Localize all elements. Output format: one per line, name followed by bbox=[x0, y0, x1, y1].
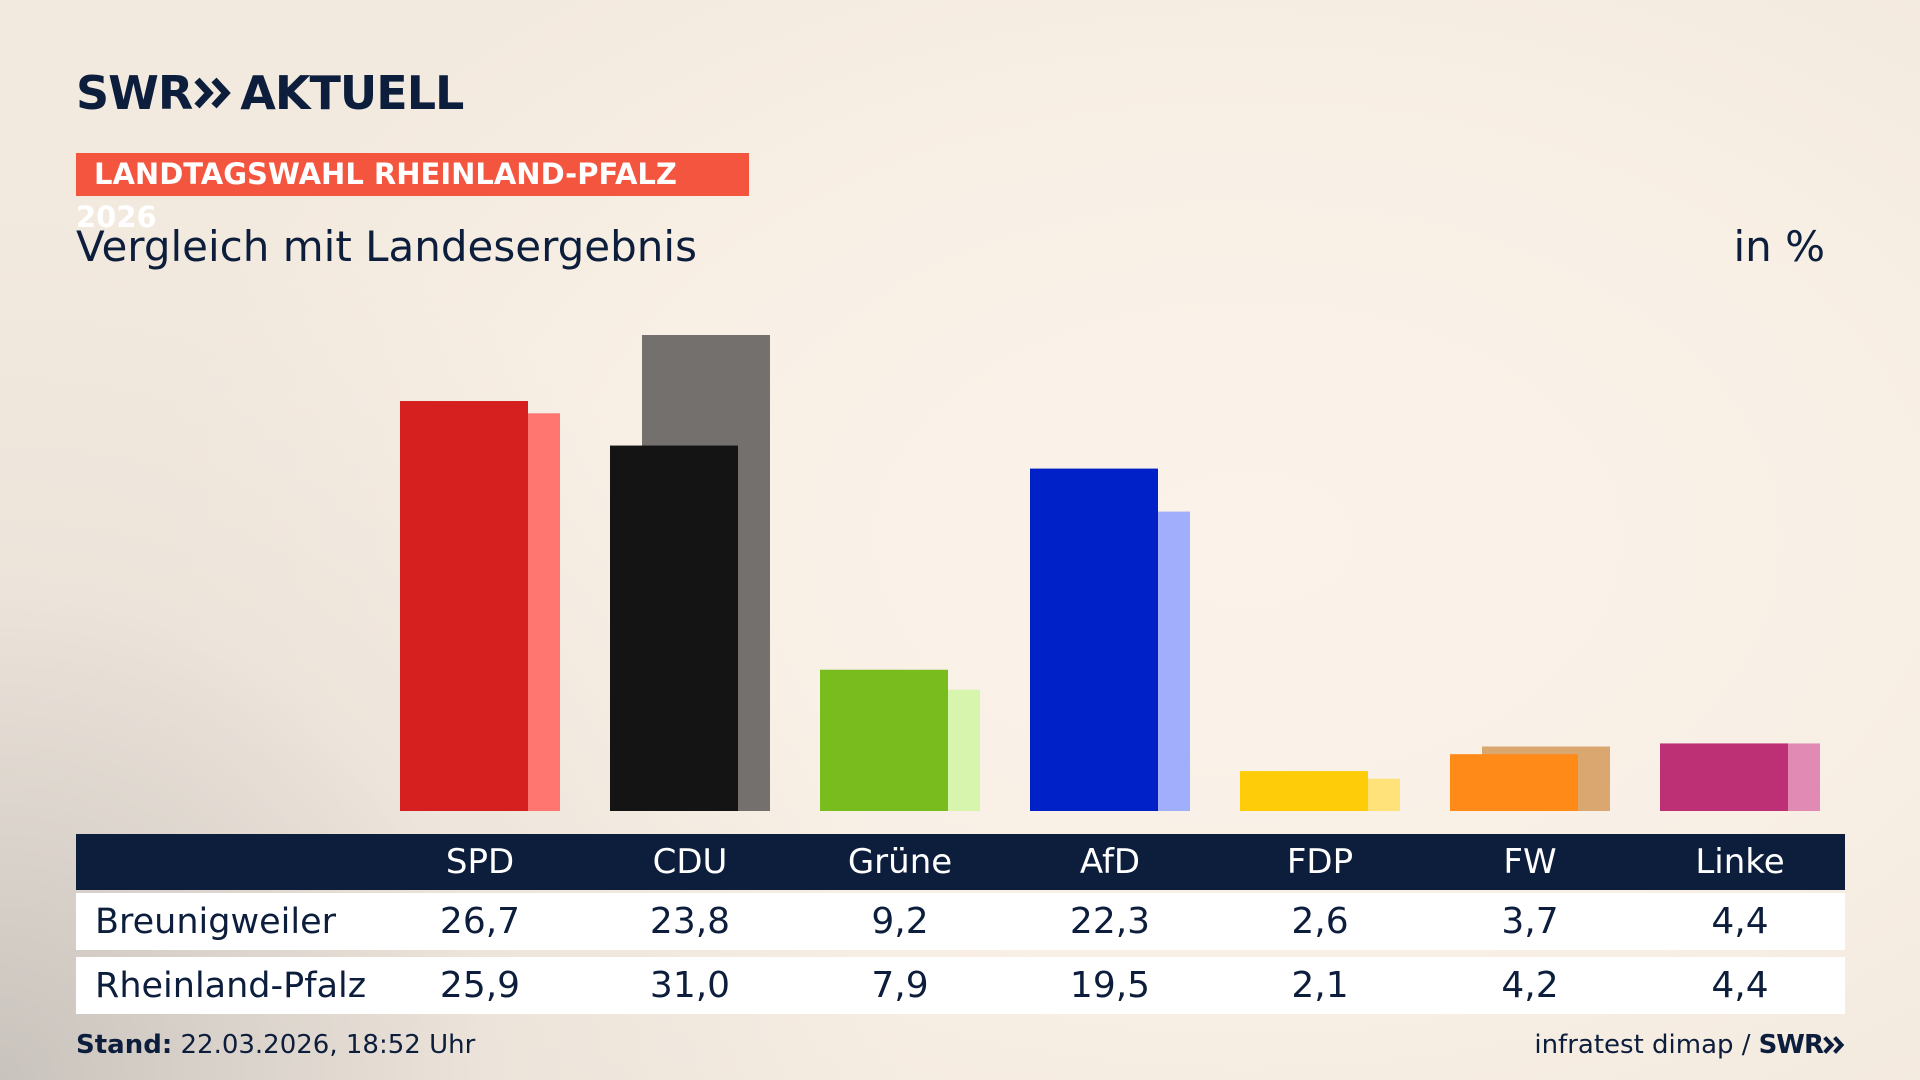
bar bbox=[1240, 771, 1368, 811]
bar bbox=[400, 401, 528, 811]
value-label: 4,2 bbox=[1501, 965, 1559, 1006]
category-label: SPD bbox=[445, 842, 515, 882]
value-label: 31,0 bbox=[649, 965, 731, 1006]
bar bbox=[1660, 743, 1788, 811]
logo-chevrons bbox=[194, 77, 232, 109]
value-label: 2,6 bbox=[1291, 901, 1349, 942]
stand-label: Stand: bbox=[76, 1030, 173, 1060]
value-label: 9,2 bbox=[871, 901, 929, 942]
category-label: Linke bbox=[1695, 842, 1785, 882]
category-label: CDU bbox=[652, 842, 728, 882]
logo: SWR AKTUELL bbox=[76, 66, 464, 120]
value-label: 4,4 bbox=[1711, 901, 1769, 942]
category-label: FW bbox=[1503, 842, 1557, 882]
bar bbox=[820, 669, 948, 811]
bar bbox=[610, 445, 738, 811]
series-name: Breunigweiler bbox=[95, 901, 337, 942]
table-row: Rheinland-Pfalz 25,9 31,0 7,9 19,5 2,1 4,2 4,4 bbox=[76, 957, 1845, 1014]
stand-date: 22.03.2026, 18:52 Uhr bbox=[180, 1030, 476, 1060]
bar bbox=[1030, 468, 1158, 811]
value-label: 26,7 bbox=[439, 901, 521, 942]
badge: LANDTAGSWAHL RHEINLAND-PFALZ 2026 bbox=[76, 153, 749, 234]
value-label: 3,7 bbox=[1501, 901, 1559, 942]
value-label: 7,9 bbox=[871, 965, 929, 1006]
logo-text: SWR bbox=[76, 66, 193, 120]
chart-title: Vergleich mit Landesergebnis bbox=[76, 222, 697, 271]
value-label: 19,5 bbox=[1069, 965, 1151, 1006]
source-logo: SWR bbox=[1758, 1030, 1824, 1060]
source-chevrons bbox=[1823, 1036, 1845, 1054]
value-label: 4,4 bbox=[1711, 965, 1769, 1006]
value-label: 23,8 bbox=[649, 901, 731, 942]
category-label: FDP bbox=[1286, 842, 1354, 882]
source: infratest dimap / bbox=[1534, 1030, 1751, 1060]
category-label: Grüne bbox=[847, 842, 953, 882]
value-label: 25,9 bbox=[439, 965, 521, 1006]
value-label: 2,1 bbox=[1291, 965, 1349, 1006]
bar-chart bbox=[400, 335, 1820, 811]
series-name: Rheinland-Pfalz bbox=[95, 965, 367, 1006]
table-header: SPD CDU Grüne AfD FDP FW Linke bbox=[76, 834, 1845, 890]
footer-stand: Stand: 22.03.2026, 18:52 Uhr bbox=[76, 1030, 475, 1060]
footer-source: infratest dimap / SWR bbox=[1534, 1030, 1845, 1060]
table-row: Breunigweiler 26,7 23,8 9,2 22,3 2,6 3,7 4,4 bbox=[76, 893, 1845, 950]
category-label: AfD bbox=[1079, 842, 1141, 882]
bar bbox=[1450, 754, 1578, 811]
value-label: 22,3 bbox=[1069, 901, 1151, 942]
unit-label: in % bbox=[1733, 222, 1825, 271]
logo-sub: AKTUELL bbox=[240, 66, 464, 120]
